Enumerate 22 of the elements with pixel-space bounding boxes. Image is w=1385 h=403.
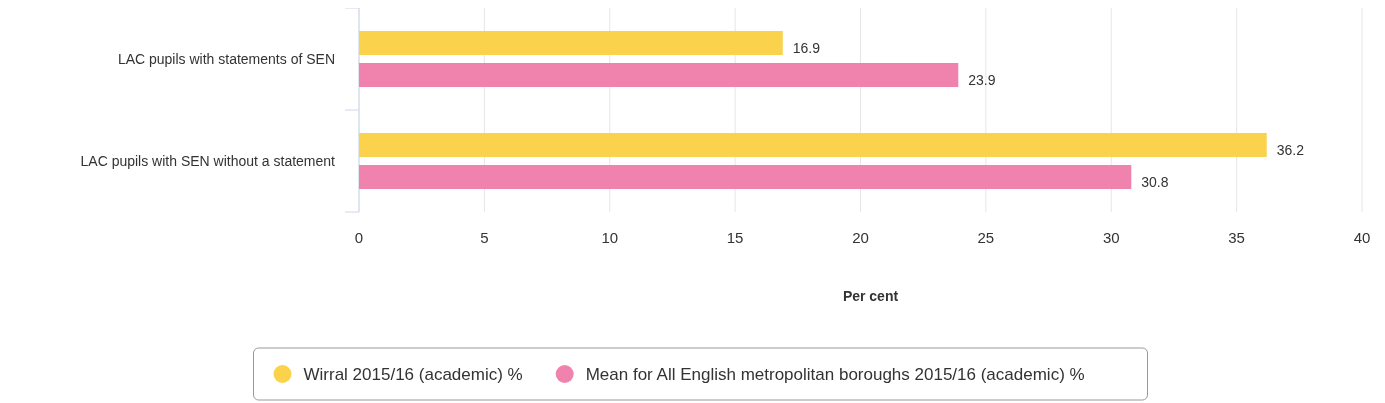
legend-label: Mean for All English metropolitan boroughs 2015/16 (academic) % (585, 365, 1085, 384)
x-tick-label: 10 (601, 229, 619, 246)
data-label: 30.8 (1141, 174, 1169, 190)
x-tick-label: 40 (1353, 229, 1371, 246)
y-tick-label: LAC pupils with SEN without a statement (80, 153, 336, 169)
bar (359, 63, 959, 87)
x-tick-label: 25 (977, 229, 995, 246)
data-label: 23.9 (968, 72, 996, 88)
bar (359, 133, 1267, 157)
y-tick-label: LAC pupils with statements of SEN (117, 51, 335, 67)
x-tick-label: 20 (852, 229, 869, 246)
data-label: 36.2 (1276, 142, 1305, 158)
x-tick-label: 35 (1228, 229, 1245, 246)
x-tick-label: 5 (480, 229, 489, 246)
x-tick-label: 30 (1102, 229, 1120, 246)
legend-label: Wirral 2015/16 (academic) % (303, 365, 523, 384)
x-tick-label: 15 (726, 229, 744, 246)
data-label: 16.9 (792, 40, 821, 56)
x-tick-label: 0 (354, 229, 364, 246)
x-axis-title: Per cent (842, 288, 899, 304)
bar (359, 31, 783, 55)
bar (359, 165, 1132, 189)
